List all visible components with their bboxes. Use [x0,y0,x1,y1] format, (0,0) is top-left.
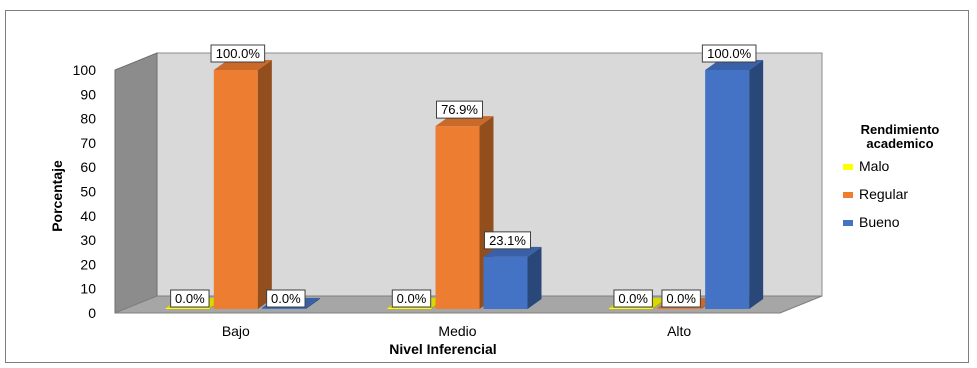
data-label-box [661,289,701,308]
data-label-box [484,231,531,250]
legend-title: Rendimiento [861,122,940,137]
bar-regular-alto [657,308,702,309]
y-tick-label: 40 [80,208,96,224]
bar-regular-bajo [213,70,258,309]
y-tick-label: 50 [80,184,96,200]
y-tick-label: 100 [73,62,97,78]
y-tick-label: 80 [80,111,96,127]
y-axis-title: Porcentaje [49,160,65,232]
bar-regular-medio [435,126,480,310]
x-tick-label: Bajo [222,323,250,339]
legend-label-bueno: Bueno [859,214,900,230]
data-label-box [391,289,432,308]
bar-bueno-medio [483,256,528,309]
legend-swatch-regular [843,192,853,198]
data-label-box [436,100,483,119]
data-label: 0.0% [618,291,648,306]
data-label: 100.0% [216,46,261,61]
legend-label-regular: Regular [859,186,908,202]
bar-malo-alto [609,308,654,309]
y-tick-label: 30 [80,232,96,248]
legend-label-malo: Malo [859,158,890,174]
x-tick-label: Medio [438,323,476,339]
bar-bueno-alto [705,70,750,309]
data-label-box [170,289,210,308]
bar-side [749,60,764,309]
y-tick-label: 0 [88,305,96,321]
x-tick-label: Alto [667,323,691,339]
side-wall [114,52,158,314]
y-tick-label: 60 [80,159,96,175]
data-label-box [266,289,306,308]
data-label: 76.9% [441,102,478,117]
legend-swatch-malo [843,164,853,170]
data-label: 0.0% [175,291,205,306]
bar-side [527,246,542,309]
data-label: 100.0% [707,46,752,61]
bar-malo-bajo [165,308,210,309]
bar-side [257,60,272,309]
bar-side [305,298,320,309]
data-label: 0.0% [666,291,696,306]
data-label-box [701,44,757,63]
bar-malo-medio [387,308,432,309]
legend-swatch-bueno [843,220,853,226]
y-tick-label: 10 [80,281,96,297]
bar-bueno-bajo [261,308,306,309]
data-label: 0.0% [397,291,427,306]
data-label: 0.0% [271,291,301,306]
data-label-box [613,289,653,308]
y-tick-label: 90 [80,86,96,102]
legend-title: academico [866,136,933,151]
y-tick-label: 20 [80,256,96,272]
x-axis-title: Nivel Inferencial [389,341,496,357]
y-tick-label: 70 [80,135,96,151]
data-label: 23.1% [489,233,526,248]
data-label-box [210,44,266,63]
